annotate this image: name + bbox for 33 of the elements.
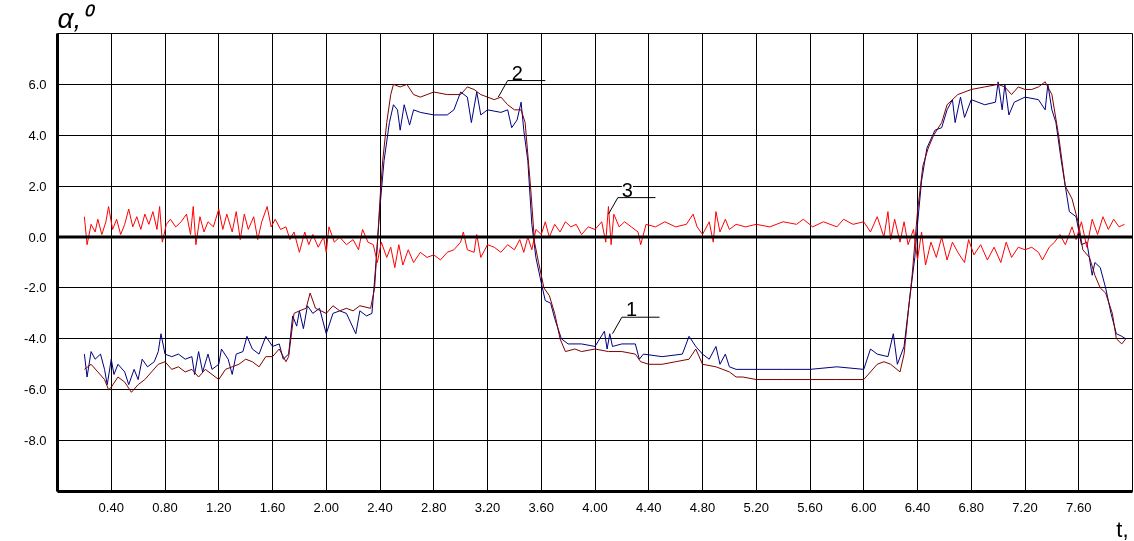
annotation: 3 <box>621 178 633 201</box>
x-tick-label: 3.20 <box>474 499 501 515</box>
y-tick-label: 0.0 <box>28 229 47 245</box>
annotation: 1 <box>625 298 637 321</box>
annotation: 2 <box>511 61 523 84</box>
y-tick-label: -2.0 <box>24 280 47 296</box>
y-tick-label: -8.0 <box>24 433 47 449</box>
x-tick-label: 4.00 <box>582 499 608 515</box>
y-tick-label: 4.0 <box>28 127 47 143</box>
x-tick-label: 5.60 <box>797 499 823 515</box>
y-tick-label: -6.0 <box>24 382 47 398</box>
x-axis-title: t, <box>1116 516 1129 541</box>
x-tick-label: 2.40 <box>367 499 393 515</box>
x-tick-label: 0.80 <box>152 499 178 515</box>
x-tick-label: 5.20 <box>743 499 769 515</box>
x-tick-label: 1.20 <box>206 499 232 515</box>
x-tick-label: 6.00 <box>851 499 877 515</box>
x-tick-label: 7.60 <box>1066 499 1092 515</box>
line-series <box>83 206 1125 269</box>
x-tick-label: 4.40 <box>636 499 662 515</box>
x-tick-label: 6.80 <box>958 499 984 515</box>
x-tick-label: 3.60 <box>528 499 554 515</box>
x-tick-label: 1.60 <box>259 499 286 515</box>
x-tick-label: 2.80 <box>421 499 447 515</box>
x-tick-label: 4.80 <box>689 499 716 515</box>
x-tick-label: 2.00 <box>313 499 339 515</box>
y-axis-title: α,⁰ <box>57 2 97 34</box>
x-tick-label: 7.20 <box>1012 499 1038 515</box>
x-tick-label: 0.40 <box>98 499 124 515</box>
y-tick-label: 6.0 <box>28 76 47 92</box>
y-tick-label: 2.0 <box>28 178 47 194</box>
y-tick-label: -4.0 <box>24 331 47 347</box>
x-tick-label: 6.40 <box>904 499 931 515</box>
